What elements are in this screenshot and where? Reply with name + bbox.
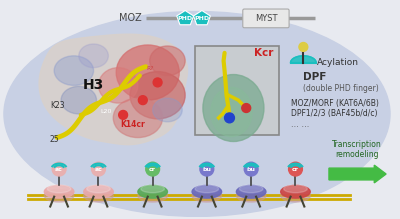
Ellipse shape <box>236 189 266 202</box>
Circle shape <box>224 113 234 123</box>
Text: MOZ/MORF (KAT6A/6B): MOZ/MORF (KAT6A/6B) <box>290 99 378 108</box>
Polygon shape <box>39 34 188 145</box>
Ellipse shape <box>44 185 74 198</box>
FancyArrow shape <box>329 165 386 183</box>
Circle shape <box>200 162 214 176</box>
Text: K14cr: K14cr <box>120 120 145 129</box>
Text: MYST: MYST <box>255 14 277 23</box>
Text: R?: R? <box>146 66 154 71</box>
Ellipse shape <box>130 72 185 119</box>
Text: cr: cr <box>292 167 299 172</box>
Ellipse shape <box>150 46 185 76</box>
Ellipse shape <box>284 185 307 193</box>
Ellipse shape <box>54 56 94 85</box>
FancyBboxPatch shape <box>195 46 279 135</box>
Polygon shape <box>194 11 210 25</box>
Text: MOZ: MOZ <box>119 13 142 23</box>
Text: Acylation: Acylation <box>317 58 359 67</box>
Text: PHD: PHD <box>194 16 210 21</box>
Ellipse shape <box>281 189 310 202</box>
Ellipse shape <box>138 185 168 198</box>
Text: L20: L20 <box>101 110 112 115</box>
Text: (double PHD finger): (double PHD finger) <box>303 84 379 93</box>
Text: bu: bu <box>202 167 211 172</box>
Ellipse shape <box>195 185 219 193</box>
FancyBboxPatch shape <box>243 9 289 28</box>
Ellipse shape <box>116 45 179 100</box>
Text: DPF: DPF <box>303 72 327 83</box>
Text: ac: ac <box>94 167 102 172</box>
Ellipse shape <box>84 185 113 198</box>
Text: Kcr: Kcr <box>254 48 274 58</box>
Ellipse shape <box>281 185 310 198</box>
Ellipse shape <box>84 189 113 202</box>
Circle shape <box>92 162 105 176</box>
Ellipse shape <box>211 87 252 137</box>
Ellipse shape <box>79 44 108 68</box>
Text: K23: K23 <box>50 101 64 110</box>
Text: ... ...: ... ... <box>290 120 309 129</box>
Circle shape <box>299 42 308 51</box>
Circle shape <box>244 162 258 176</box>
Circle shape <box>153 78 162 87</box>
Ellipse shape <box>47 185 71 193</box>
Ellipse shape <box>141 185 164 193</box>
Ellipse shape <box>203 74 264 141</box>
Ellipse shape <box>4 12 390 216</box>
Ellipse shape <box>236 185 266 198</box>
Text: 25: 25 <box>49 135 59 144</box>
Text: bu: bu <box>247 167 256 172</box>
Polygon shape <box>290 56 316 63</box>
Polygon shape <box>177 11 194 25</box>
Ellipse shape <box>87 185 110 193</box>
Text: PHD: PHD <box>178 16 193 21</box>
Ellipse shape <box>192 189 222 202</box>
Circle shape <box>119 110 128 119</box>
Ellipse shape <box>113 98 162 138</box>
Circle shape <box>146 162 160 176</box>
Ellipse shape <box>61 86 96 114</box>
Circle shape <box>52 162 66 176</box>
Ellipse shape <box>153 98 182 122</box>
Text: H3: H3 <box>83 78 104 92</box>
Circle shape <box>138 96 147 105</box>
Ellipse shape <box>44 189 74 202</box>
Ellipse shape <box>192 185 222 198</box>
Text: cr: cr <box>149 167 156 172</box>
Text: ac: ac <box>55 167 63 172</box>
Ellipse shape <box>239 185 263 193</box>
Text: Transcription
remodeling: Transcription remodeling <box>332 140 382 159</box>
Ellipse shape <box>98 68 138 103</box>
Text: DPF1/2/3 (BAF45b/d/c): DPF1/2/3 (BAF45b/d/c) <box>290 110 377 118</box>
Circle shape <box>242 104 251 112</box>
Ellipse shape <box>138 189 168 202</box>
Circle shape <box>288 162 302 176</box>
